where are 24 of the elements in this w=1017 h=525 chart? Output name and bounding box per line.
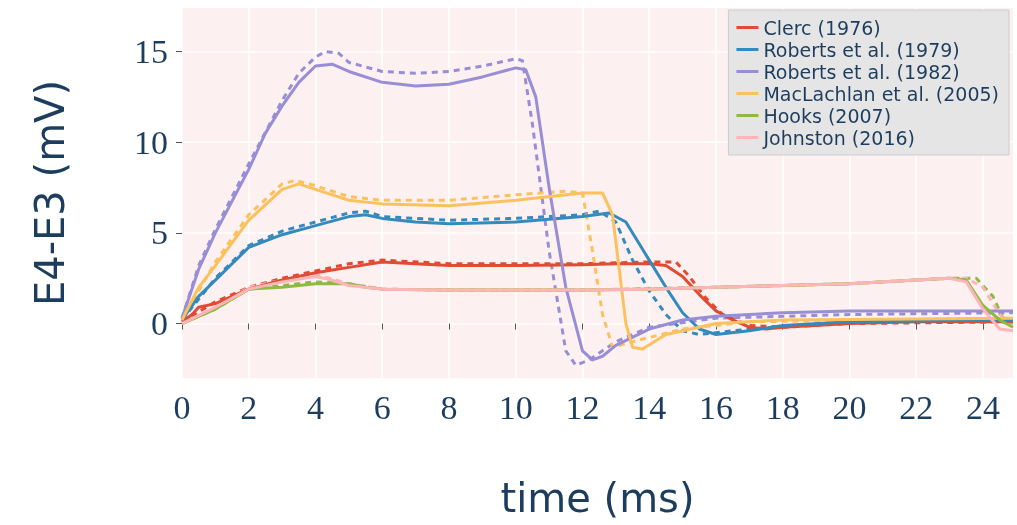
- x-tick-label: 8: [440, 388, 458, 426]
- y-tick-label: 5: [151, 214, 168, 252]
- x-tick-label: 12: [565, 388, 600, 426]
- legend-label: Hooks (2007): [763, 104, 892, 127]
- legend-label: Roberts et al. (1982): [763, 60, 960, 83]
- x-tick-label: 16: [698, 388, 733, 426]
- legend-label: MacLachlan et al. (2005): [763, 82, 999, 105]
- x-tick-label: 22: [899, 388, 934, 426]
- x-tick-label: 2: [240, 388, 258, 426]
- legend-label: Roberts et al. (1979): [763, 38, 960, 61]
- y-tick-label: 10: [134, 123, 168, 161]
- x-axis-title: time (ms): [500, 475, 695, 521]
- y-tick-label: 0: [151, 305, 168, 343]
- x-tick-label: 20: [832, 388, 867, 426]
- x-tick-label: 24: [965, 388, 1000, 426]
- x-tick-label: 10: [498, 388, 533, 426]
- legend-label: Clerc (1976): [763, 16, 881, 39]
- legend-label: Johnston (2016): [762, 126, 915, 149]
- x-tick-label: 14: [632, 388, 667, 426]
- x-tick-label: 6: [373, 388, 391, 426]
- x-tick-label: 4: [306, 388, 324, 426]
- x-tick-label: 18: [765, 388, 800, 426]
- y-tick-label: 15: [134, 33, 168, 71]
- y-axis-title: E4-E3 (mV): [27, 79, 73, 307]
